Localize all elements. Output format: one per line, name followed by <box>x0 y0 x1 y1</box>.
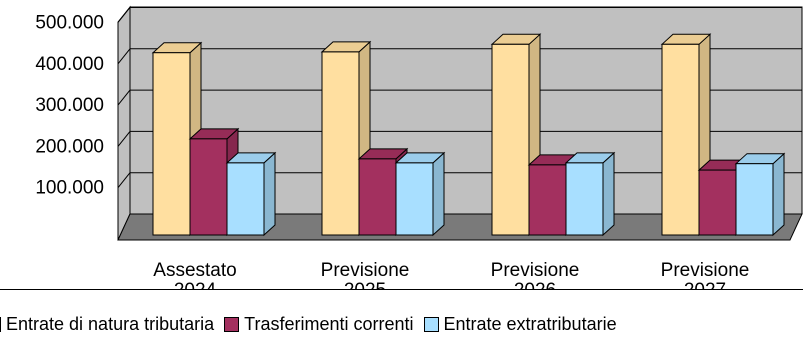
legend-item: Entrate di natura tributaria <box>0 314 214 335</box>
bar-front <box>491 43 530 236</box>
x-category-label: Assestato <box>153 260 236 281</box>
bar-front <box>152 52 191 236</box>
legend-label: Entrate extratributarie <box>443 314 617 334</box>
y-tick-label: 200.000 <box>35 136 104 157</box>
bar-front <box>528 164 567 236</box>
x-category-label: Previsione <box>321 260 410 281</box>
bars <box>151 33 786 237</box>
bar <box>734 152 786 237</box>
legend-divider <box>0 289 803 290</box>
x-category-label: 2024 <box>174 280 217 290</box>
y-tick-label: 500.000 <box>35 13 104 34</box>
bar-front <box>661 43 700 236</box>
bar-front <box>226 162 265 236</box>
bar-front <box>321 51 360 236</box>
bar <box>564 151 616 237</box>
bar-side <box>432 151 445 237</box>
gridline-side <box>117 7 131 23</box>
bar-side <box>263 151 276 237</box>
x-category-label: Previsione <box>491 260 580 281</box>
bar <box>394 151 446 237</box>
legend-label: Entrate di natura tributaria <box>6 314 215 334</box>
bar-side <box>602 151 615 237</box>
y-tick-label: 400.000 <box>35 54 104 75</box>
legend-swatch <box>224 317 240 332</box>
legend-item: Trasferimenti correnti <box>224 314 414 335</box>
bar-front <box>358 158 397 236</box>
x-axis-categories: Assestato2024Previsione2025Previsione202… <box>153 260 749 290</box>
bar-side <box>772 152 785 237</box>
legend-item: Entrate extratributarie <box>423 314 617 335</box>
bar-front <box>698 169 737 236</box>
bar-front <box>395 162 434 236</box>
legend-items: Entrate di natura tributaria Trasferiment… <box>0 314 627 335</box>
legend-swatch <box>423 317 439 332</box>
gridline-side <box>117 131 131 147</box>
legend-label: Trasferimenti correnti <box>244 314 414 334</box>
x-category-label: 2025 <box>344 280 386 290</box>
bar-chart: 100.000 200.000 300.000 400.000 500.000 Asse… <box>35 5 803 290</box>
legend: Entrate di natura tributaria Trasferiment… <box>0 314 803 337</box>
y-tick-label: 100.000 <box>35 178 104 199</box>
plot-floor <box>117 213 803 241</box>
bar-front <box>565 162 604 236</box>
x-category-label: 2027 <box>684 280 726 290</box>
gridline-side <box>117 172 131 189</box>
gridline-side <box>117 89 131 106</box>
y-tick-label: 300.000 <box>35 95 104 116</box>
plot-left-wall <box>117 5 131 241</box>
bar-front <box>189 138 228 236</box>
x-category-label: 2026 <box>514 280 556 290</box>
bar <box>225 151 277 237</box>
legend-swatch <box>0 317 1 332</box>
x-category-label: Previsione <box>661 260 750 281</box>
y-axis-ticks: 100.000 200.000 300.000 400.000 500.000 <box>35 13 104 199</box>
gridline-side <box>117 48 131 65</box>
bar-front <box>735 163 774 236</box>
